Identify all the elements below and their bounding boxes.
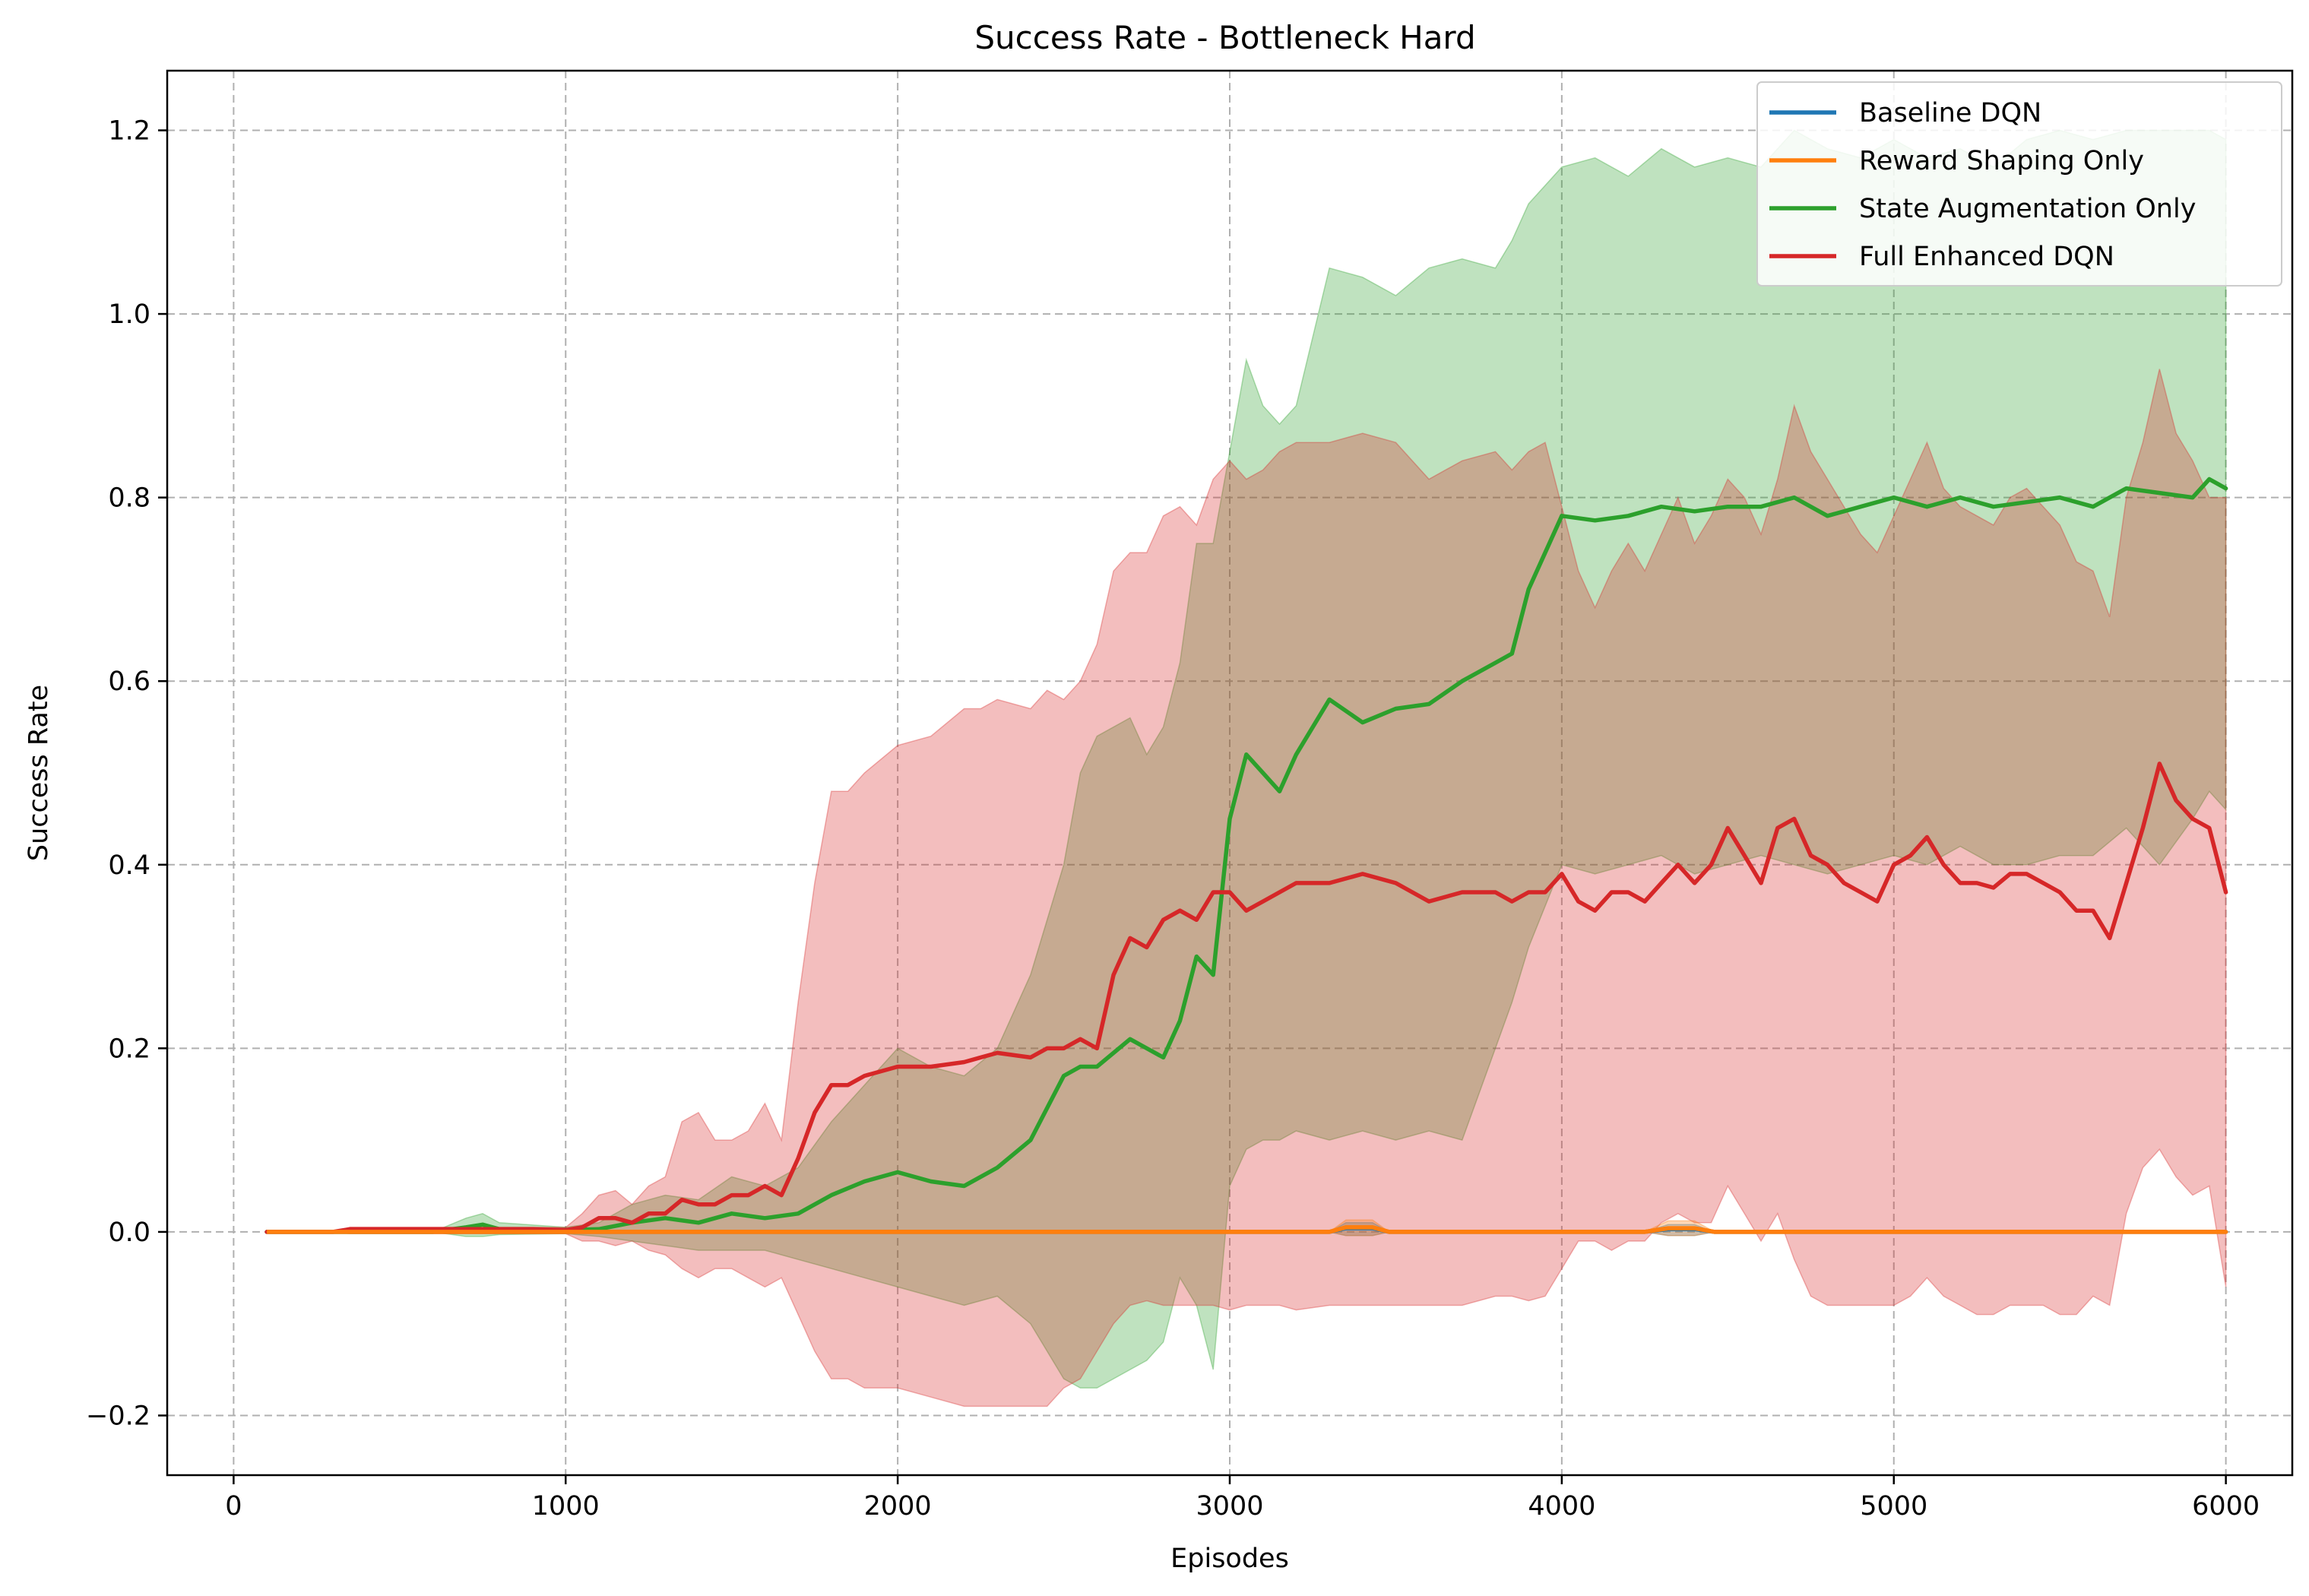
- x-tick-label: 6000: [2192, 1491, 2260, 1522]
- series-line-3: [264, 762, 2228, 1234]
- legend-label: Baseline DQN: [1859, 98, 2041, 128]
- legend-label: Reward Shaping Only: [1859, 146, 2144, 176]
- x-tick-label: 0: [225, 1491, 242, 1522]
- chart-title: Success Rate - Bottleneck Hard: [974, 19, 1475, 56]
- legend-box: [1756, 81, 2282, 287]
- y-tick-label: 0.0: [108, 1218, 150, 1248]
- band-1: [267, 1219, 2226, 1237]
- legend-label: Full Enhanced DQN: [1859, 242, 2114, 272]
- y-tick-label: 0.6: [108, 667, 150, 697]
- series-line-top-1: [267, 1225, 2226, 1234]
- y-tick-label: 0.4: [108, 850, 150, 881]
- y-tick-label: 1.2: [108, 116, 150, 147]
- y-axis-ticks: −0.2 0.0 0.2 0.4 0.6 0.8 1.0 1.2: [86, 116, 167, 1431]
- y-tick-label: 0.2: [108, 1034, 150, 1064]
- y-tick-label: 1.0: [108, 299, 150, 330]
- x-axis-ticks: 0 1000 2000 3000 4000 5000 6000: [225, 1475, 2260, 1522]
- legend-label: State Augmentation Only: [1859, 194, 2196, 224]
- series-lines: [264, 477, 2228, 1234]
- band-0: [267, 1222, 2226, 1237]
- x-tick-label: 5000: [1860, 1491, 1927, 1522]
- y-axis-label: Success Rate: [24, 685, 54, 861]
- x-tick-label: 1000: [532, 1491, 600, 1522]
- x-axis-label: Episodes: [1170, 1544, 1289, 1574]
- x-tick-label: 3000: [1196, 1491, 1263, 1522]
- y-tick-label: −0.2: [86, 1401, 150, 1431]
- x-tick-label: 4000: [1528, 1491, 1595, 1522]
- y-tick-label: 0.8: [108, 483, 150, 514]
- x-tick-label: 2000: [864, 1491, 932, 1522]
- legend: Baseline DQN Reward Shaping Only State Aug…: [1756, 81, 2282, 287]
- series-line-2: [264, 477, 2228, 1234]
- grid: [167, 71, 2292, 1475]
